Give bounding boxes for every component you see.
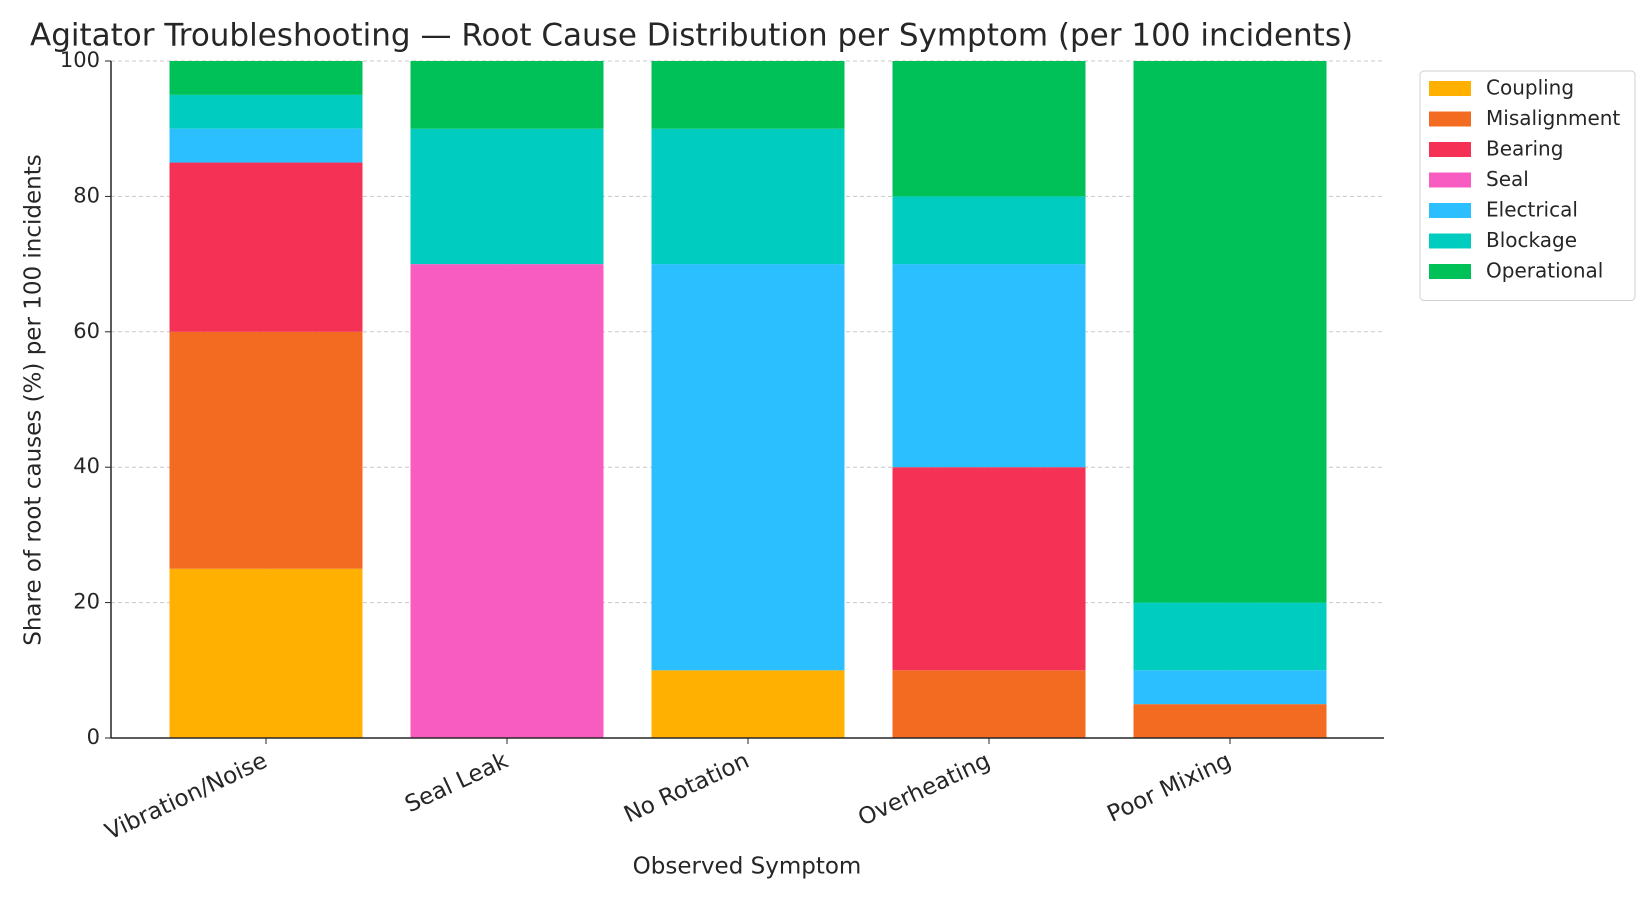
legend-label: Electrical xyxy=(1486,198,1578,222)
x-tick-label: Overheating xyxy=(854,748,994,832)
bar-segment xyxy=(410,61,604,129)
legend-label: Operational xyxy=(1486,259,1603,283)
bar-segment xyxy=(1133,602,1327,671)
legend-label: Seal xyxy=(1486,167,1529,191)
bar-segment xyxy=(169,128,363,163)
x-tick-label: Seal Leak xyxy=(401,747,513,818)
bar-segment xyxy=(1133,670,1327,705)
bar-segment xyxy=(651,61,845,129)
bar-segment xyxy=(169,568,363,738)
y-tick-label: 100 xyxy=(60,48,100,72)
y-tick-label: 0 xyxy=(87,725,100,749)
y-tick-label: 60 xyxy=(73,319,100,343)
bar-segment xyxy=(169,61,363,95)
bar-segment xyxy=(651,670,845,738)
bar-segment xyxy=(410,128,604,265)
x-tick-label: Poor Mixing xyxy=(1103,748,1235,828)
y-tick-label: 20 xyxy=(73,590,100,614)
legend-swatch xyxy=(1429,142,1471,157)
legend-box xyxy=(1419,70,1636,301)
legend-swatch xyxy=(1429,172,1471,188)
legend-swatch xyxy=(1429,111,1471,127)
legend-swatch xyxy=(1429,203,1471,218)
y-axis-label: Share of root causes (%) per 100 inciden… xyxy=(21,154,47,646)
bar-segment xyxy=(892,196,1086,265)
legend-label: Coupling xyxy=(1486,76,1574,100)
legend-swatch xyxy=(1429,233,1471,249)
legend-label: Misalignment xyxy=(1486,106,1620,130)
bar-segment xyxy=(410,264,604,738)
chart-title: Agitator Troubleshooting — Root Cause Di… xyxy=(30,18,1353,54)
y-tick-label: 80 xyxy=(73,183,100,207)
legend-swatch xyxy=(1429,264,1471,279)
x-tick-label: Vibration/Noise xyxy=(101,748,271,846)
bar-segment xyxy=(892,264,1086,468)
bar-segment xyxy=(169,331,363,569)
bar-segment xyxy=(169,94,363,129)
legend: Coupling Misalignment Bearing Seal Electrica… xyxy=(1419,70,1636,301)
bar-segment xyxy=(892,467,1086,671)
bar-segment xyxy=(892,670,1086,738)
bar-segment xyxy=(892,61,1086,197)
bar-segment xyxy=(1133,61,1327,603)
legend-label: Blockage xyxy=(1486,228,1577,252)
y-tick-label: 40 xyxy=(73,454,100,478)
legend-swatch xyxy=(1429,81,1471,96)
x-axis-label: Observed Symptom xyxy=(633,854,862,880)
bar-segment xyxy=(651,264,845,671)
bar-segment xyxy=(169,162,363,332)
bars xyxy=(169,61,1327,738)
bar-segment xyxy=(1133,704,1327,738)
bar-segment xyxy=(651,128,845,265)
x-tick-label: No Rotation xyxy=(620,748,753,829)
legend-label: Bearing xyxy=(1486,137,1563,161)
